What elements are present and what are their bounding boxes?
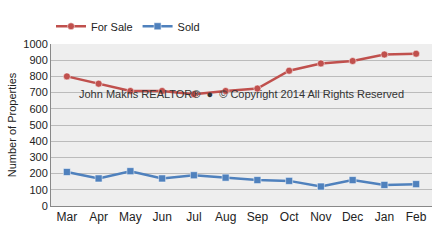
- svg-text:Nov: Nov: [310, 210, 331, 224]
- svg-text:Apr: Apr: [89, 210, 108, 224]
- svg-text:Aug: Aug: [215, 210, 236, 224]
- svg-text:500: 500: [29, 119, 47, 131]
- svg-text:Sep: Sep: [247, 210, 269, 224]
- svg-text:John Makris REALTOR® ● © Cop: John Makris REALTOR® ● © Copyright 2014 …: [79, 88, 404, 100]
- svg-text:100: 100: [29, 184, 47, 196]
- svg-text:Dec: Dec: [342, 210, 363, 224]
- svg-text:700: 700: [29, 86, 47, 98]
- svg-text:600: 600: [29, 103, 47, 115]
- svg-text:900: 900: [29, 54, 47, 66]
- svg-text:1000: 1000: [23, 38, 47, 50]
- svg-text:300: 300: [29, 151, 47, 163]
- svg-text:200: 200: [29, 167, 47, 179]
- svg-text:Oct: Oct: [280, 210, 299, 224]
- svg-text:For Sale: For Sale: [91, 21, 133, 33]
- svg-text:Sold: Sold: [178, 21, 200, 33]
- svg-text:Jul: Jul: [186, 210, 201, 224]
- svg-text:400: 400: [29, 135, 47, 147]
- svg-text:Number of Properties: Number of Properties: [6, 72, 18, 177]
- svg-text:May: May: [119, 210, 142, 224]
- svg-text:0: 0: [42, 200, 48, 212]
- svg-text:800: 800: [29, 70, 47, 82]
- svg-text:Jan: Jan: [375, 210, 394, 224]
- svg-text:Feb: Feb: [406, 210, 427, 224]
- svg-text:Jun: Jun: [152, 210, 171, 224]
- svg-text:Mar: Mar: [57, 210, 78, 224]
